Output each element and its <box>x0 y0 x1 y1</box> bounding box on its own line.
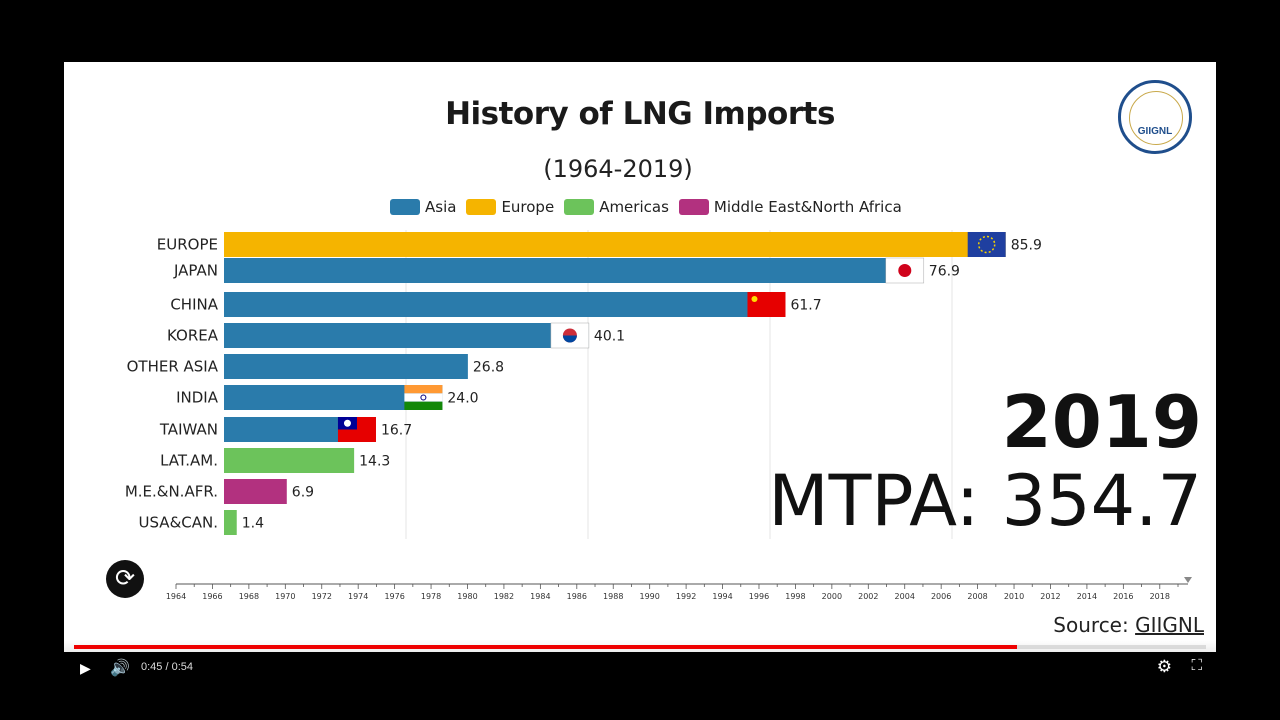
timeline-tick-label: 1978 <box>421 592 441 601</box>
timeline-tick-label: 2008 <box>967 592 987 601</box>
flag-china <box>747 292 786 317</box>
category-label: EUROPE <box>157 236 218 254</box>
logo-text: GIIGNL <box>1137 126 1173 137</box>
bar-korea <box>224 323 589 348</box>
legend-label-americas: Americas <box>599 198 669 216</box>
legend-label-mena: Middle East&North Africa <box>713 198 902 216</box>
bar-japan <box>224 258 924 283</box>
time-display: 0:45 / 0:54 <box>141 661 193 673</box>
value-label: 14.3 <box>359 454 390 470</box>
timeline-tick-label: 2018 <box>1150 592 1170 601</box>
chart-title: History of LNG Imports <box>445 96 835 132</box>
timeline-tick-label: 1998 <box>785 592 805 601</box>
legend-label-europe: Europe <box>501 198 555 216</box>
timeline-tick-label: 1974 <box>348 592 368 601</box>
source-link[interactable]: GIIGNL <box>1135 613 1204 637</box>
value-label: 61.7 <box>790 298 821 314</box>
legend-label-asia: Asia <box>425 198 457 216</box>
timeline-tick-label: 1984 <box>530 592 550 601</box>
bar-china <box>224 292 786 317</box>
volume-icon[interactable]: 🔊 <box>110 660 130 677</box>
timeline-tick-label: 1990 <box>639 592 659 601</box>
giignl-logo: GIIGNL <box>1118 80 1192 154</box>
bar-other-asia <box>224 354 468 379</box>
timeline-tick-label: 2004 <box>895 592 915 601</box>
category-label: M.E.&N.AFR. <box>125 483 218 501</box>
bar-m-e-n-afr- <box>224 479 287 504</box>
player-controls: ▶ 🔊 0:45 / 0:54 ⚙ ⛶ <box>64 652 1216 684</box>
timeline-tick-label: 1970 <box>275 592 295 601</box>
timeline-tick-label: 1968 <box>239 592 259 601</box>
timeline-tick-label: 1992 <box>676 592 696 601</box>
bar-lat-am- <box>224 448 355 473</box>
category-label: JAPAN <box>173 262 218 280</box>
timeline-tick-label: 2006 <box>931 592 951 601</box>
category-label: LAT.AM. <box>160 452 218 470</box>
value-label: 6.9 <box>292 485 314 501</box>
legend-item-americas: Americas <box>564 198 669 216</box>
legend-swatch-europe <box>466 199 497 215</box>
bar-usa-can- <box>224 510 237 535</box>
bar-europe <box>224 232 1006 257</box>
source-credit: Source: GIIGNL <box>1053 613 1204 637</box>
value-label: 1.4 <box>242 516 264 532</box>
replay-icon: ⟳ <box>114 565 136 592</box>
play-icon[interactable]: ▶ <box>80 660 91 676</box>
legend-swatch-asia <box>390 199 420 215</box>
progress-bar[interactable] <box>74 645 1206 649</box>
category-label: CHINA <box>170 296 218 314</box>
flag-india <box>404 385 443 410</box>
category-label: TAIWAN <box>159 421 218 439</box>
timeline-tick-label: 1976 <box>384 592 404 601</box>
legend-item-asia: Asia <box>390 198 456 216</box>
legend-swatch-mena <box>678 199 709 215</box>
mtpa-total: MTPA: 354.7 <box>768 460 1202 542</box>
replay-button[interactable]: ⟳ <box>106 560 144 598</box>
timeline-tick-label: 1964 <box>166 592 186 601</box>
timeline-tick-label: 1988 <box>603 592 623 601</box>
timeline-marker <box>1184 577 1192 583</box>
category-label: USA&CAN. <box>139 514 218 532</box>
exit-fullscreen-icon[interactable]: ⛶ <box>1191 657 1202 674</box>
source-prefix: Source: <box>1053 613 1136 637</box>
timeline-tick-label: 2002 <box>858 592 878 601</box>
value-label: 16.7 <box>381 423 412 439</box>
value-label: 85.9 <box>1011 238 1042 254</box>
category-label: OTHER ASIA <box>127 358 219 376</box>
flag-korea <box>550 322 590 349</box>
chart-subtitle: (1964-2019) <box>543 155 693 183</box>
timeline-tick-label: 2012 <box>1040 592 1060 601</box>
legend-swatch-americas <box>564 199 595 215</box>
timeline-tick-label: 2014 <box>1077 592 1097 601</box>
timeline-tick-label: 2010 <box>1004 592 1024 601</box>
logo-ring <box>1129 91 1183 145</box>
gear-icon[interactable]: ⚙ <box>1156 657 1172 676</box>
timeline-tick-label: 1986 <box>567 592 587 601</box>
value-label: 40.1 <box>594 329 625 345</box>
value-label: 26.8 <box>473 360 504 376</box>
flag-eu <box>967 232 1006 257</box>
timeline-tick-label: 1996 <box>749 592 769 601</box>
timeline-tick-label: 1980 <box>457 592 477 601</box>
category-label: KOREA <box>167 327 219 345</box>
progress-fill <box>74 645 1018 649</box>
bar-chart: EUROPE 85.9 JAPAN 76.9 CHINA 61.7 KOREA 40.1 OTH… <box>125 230 1192 601</box>
timeline-tick-label: 2016 <box>1113 592 1133 601</box>
legend-item-mena: Middle East&North Africa <box>678 198 902 216</box>
value-label: 24.0 <box>447 391 478 407</box>
timeline-tick-label: 1966 <box>202 592 222 601</box>
video-frame[interactable]: History of LNG Imports (1964-2019) Asia … <box>64 62 1216 684</box>
legend-item-europe: Europe <box>466 198 554 216</box>
timeline-tick-label: 2000 <box>822 592 842 601</box>
flag-taiwan <box>337 417 376 442</box>
category-label: INDIA <box>176 389 219 407</box>
chart-legend: Asia Europe Americas Middle East&North A… <box>390 198 902 216</box>
value-label: 76.9 <box>929 264 960 280</box>
current-year: 2019 <box>1001 380 1202 464</box>
flag-japan <box>885 257 925 284</box>
timeline-tick-label: 1994 <box>712 592 732 601</box>
timeline-tick-label: 1982 <box>494 592 514 601</box>
timeline-tick-label: 1972 <box>312 592 332 601</box>
